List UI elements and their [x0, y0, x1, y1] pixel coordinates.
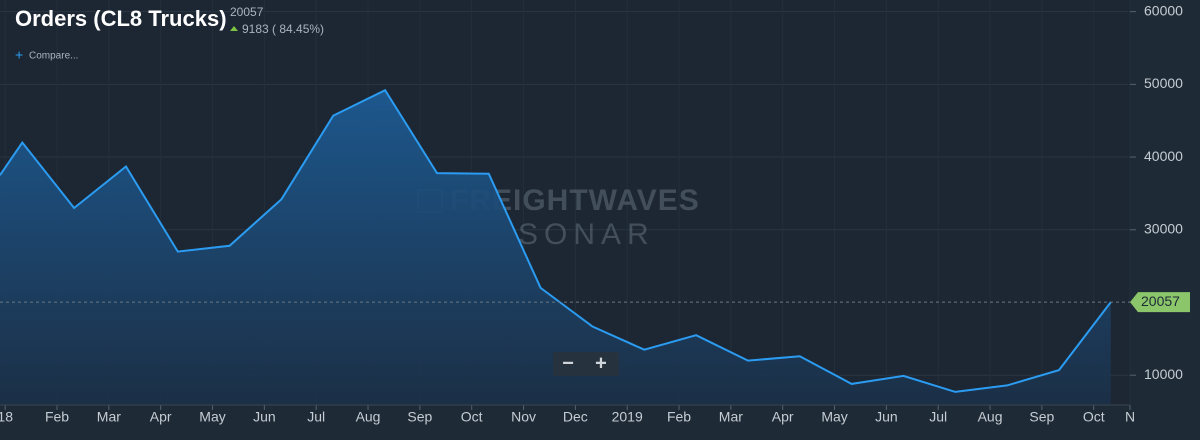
last-value-label: 20057	[1141, 293, 1180, 309]
zoom-out[interactable]: −	[562, 352, 574, 374]
chart-title: Orders (CL8 Trucks)	[15, 6, 227, 31]
x-tick-label: Aug	[978, 409, 1003, 425]
x-tick-label: Sep	[407, 409, 432, 425]
x-tick-label: Apr	[150, 409, 172, 425]
axes: 10000 30000 40000 50000 60000 18 Feb Mar Apr May J…	[0, 2, 1190, 425]
last-value-badge	[1130, 292, 1190, 313]
x-tick-label: Jun	[253, 409, 276, 425]
compare-button[interactable]: Compare...	[29, 51, 78, 62]
last-value: 20057	[230, 5, 264, 19]
plot	[0, 88, 1130, 405]
up-arrow	[230, 26, 238, 31]
x-tick-label: Apr	[772, 409, 794, 425]
line	[0, 88, 1112, 393]
x-tick-label: N	[1125, 409, 1135, 425]
x-tick-label: Jun	[875, 409, 898, 425]
x-tick-label: May	[821, 409, 847, 425]
x-tick-label: Jul	[307, 409, 325, 425]
y-tick-label: 60000	[1144, 2, 1183, 18]
x-tick-label: Oct	[461, 409, 483, 425]
x-tick-label: Mar	[719, 409, 743, 425]
zoom-in[interactable]: +	[595, 352, 607, 374]
y-tick-label: 50000	[1144, 75, 1183, 91]
y-tick-label: 30000	[1144, 220, 1183, 236]
x-tick-label: 18	[0, 409, 13, 425]
area	[0, 90, 1111, 405]
x-tick-label: Feb	[667, 409, 691, 425]
y-tick-label: 10000	[1144, 366, 1183, 382]
x-tick-label: Aug	[356, 409, 381, 425]
y-tick-label: 40000	[1144, 148, 1183, 164]
x-tick-label: Dec	[563, 409, 588, 425]
zoom-controls	[553, 352, 619, 376]
x-tick-label: Sep	[1029, 409, 1054, 425]
x-tick-label: 2019	[612, 409, 643, 425]
x-tick-label: May	[199, 409, 225, 425]
x-tick-label: Mar	[97, 409, 121, 425]
x-tick-label: Jul	[929, 409, 947, 425]
watermark-text: SONAR	[518, 218, 655, 251]
x-tick-label: Oct	[1083, 409, 1105, 425]
watermark: FREIGHTWAVES SONAR	[417, 184, 699, 251]
x-tick-label: Feb	[45, 409, 69, 425]
x-tick-label: Nov	[511, 409, 536, 425]
change: 9183 ( 84.45%)	[242, 22, 324, 36]
compare-icon: +	[15, 47, 23, 63]
